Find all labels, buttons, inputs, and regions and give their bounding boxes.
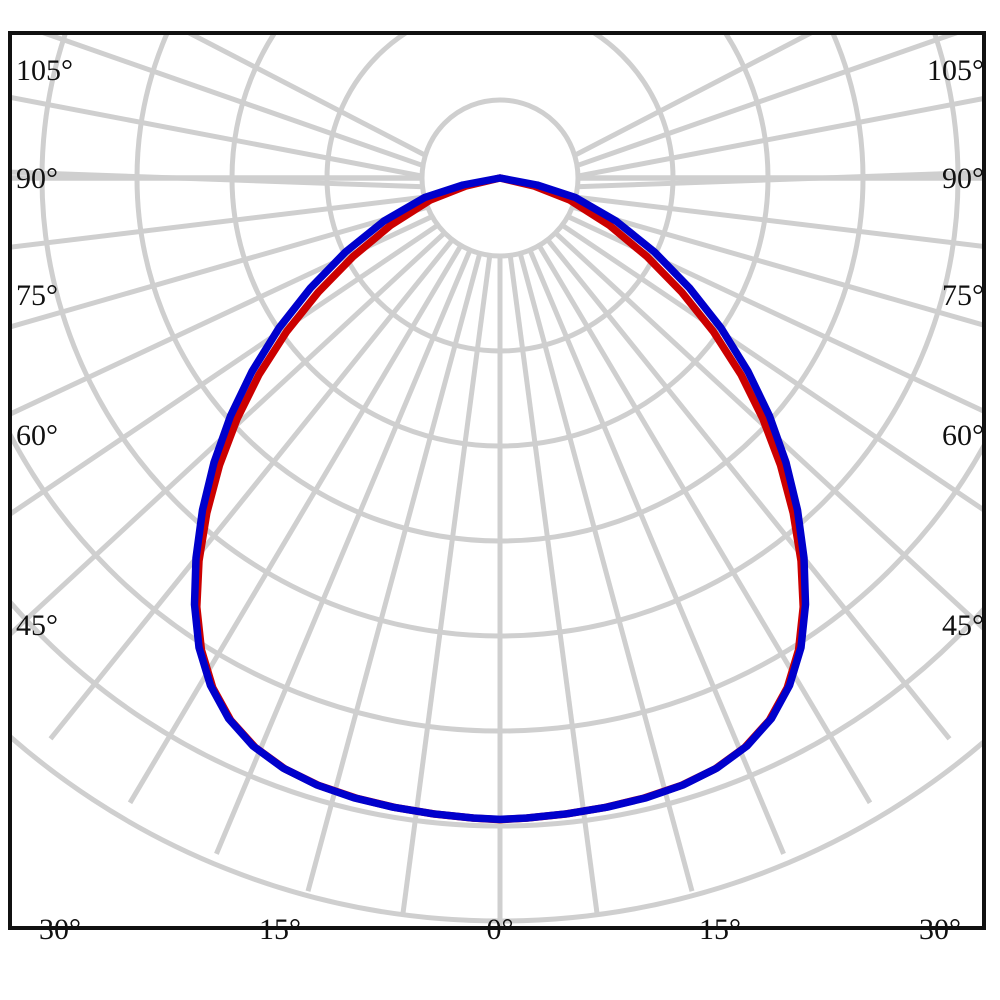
axis-label-left-45: 45° [16,609,58,642]
curve-c90-c270 [190,174,810,824]
axis-label-left-105: 105° [16,54,73,87]
axis-label-bottom-15-left: 15° [259,913,301,946]
plot-canvas [12,35,982,926]
axis-label-right-90: 90° [942,162,984,195]
axis-label-left-75: 75° [16,279,58,312]
axis-label-bottom-15-right: 15° [699,913,741,946]
axis-label-left-60: 60° [16,419,58,452]
axis-label-bottom-0: 0° [486,913,514,946]
axis-label-right-45: 45° [942,609,984,642]
plot-frame [8,31,986,930]
axis-label-right-105: 105° [927,54,984,87]
polar-grid-rings [12,35,982,924]
axis-label-bottom-30-right: 30° [919,913,961,946]
axis-label-left-90: 90° [16,162,58,195]
axis-label-bottom-30-left: 30° [39,913,81,946]
axis-label-right-60: 60° [942,419,984,452]
axis-label-right-75: 75° [942,279,984,312]
